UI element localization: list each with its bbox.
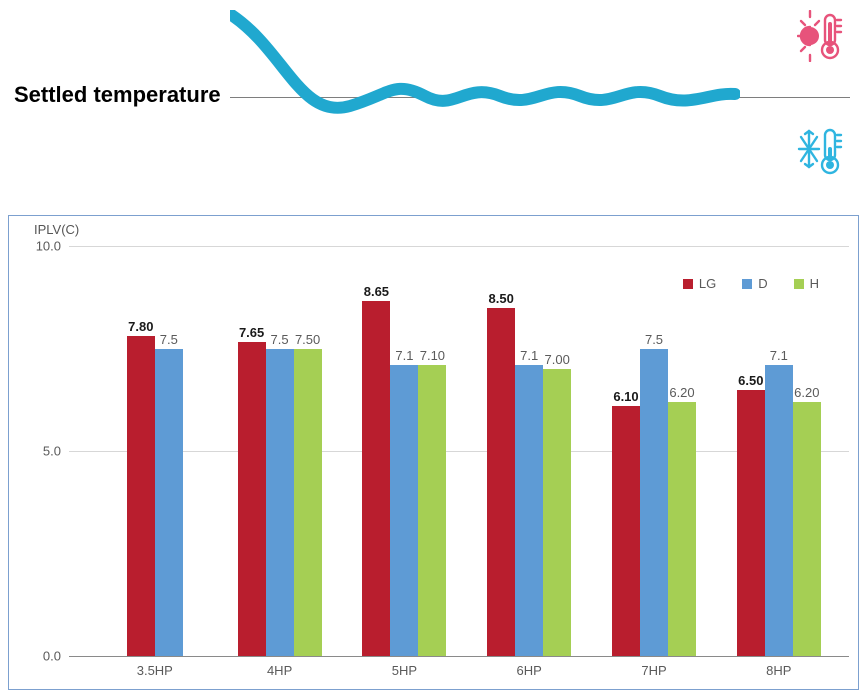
bar-value-label: 7.50 [295,332,320,349]
bar-value-label: 7.10 [420,348,445,365]
legend-swatch [794,279,804,289]
bar-lg: 7.80 [127,336,155,656]
legend-item: H [794,276,819,291]
bar-value-label: 7.65 [239,325,264,342]
header-title: Settled temperature [14,82,221,108]
bar-d: 7.5 [155,349,183,657]
wave-curve-icon [230,10,740,130]
chart-y-label: IPLV(C) [34,222,79,237]
bar-value-label: 6.50 [738,373,763,390]
bar-value-label: 6.20 [794,385,819,402]
chart-gridline [69,246,849,247]
legend-label: LG [699,276,716,291]
bar-d: 7.1 [390,365,418,656]
bar-h: 7.10 [418,365,446,656]
legend-swatch [742,279,752,289]
bar-h: 6.20 [668,402,696,656]
bar-value-label: 7.80 [128,319,153,336]
chart-plot-area: 0.05.010.03.5HP7.807.54HP7.657.57.505HP8… [69,246,849,656]
bar-d: 7.1 [515,365,543,656]
chart-legend: LG D H [683,276,819,291]
x-tick-label: 7HP [641,663,666,678]
bar-value-label: 8.50 [489,291,514,308]
bar-group: 6.107.56.20 [612,349,696,657]
header: Settled temperature [0,0,867,195]
x-tick-label: 6HP [517,663,542,678]
x-tick-label: 4HP [267,663,292,678]
bar-group: 8.657.17.10 [362,301,446,656]
bar-h: 7.50 [294,349,322,657]
y-tick-label: 0.0 [43,649,69,664]
bar-d: 7.5 [266,349,294,657]
x-tick-label: 3.5HP [137,663,173,678]
bar-group: 6.507.16.20 [737,365,821,656]
bar-value-label: 7.5 [271,332,289,349]
bar-value-label: 6.10 [613,389,638,406]
legend-label: D [758,276,767,291]
legend-label: H [810,276,819,291]
legend-item: LG [683,276,716,291]
bar-value-label: 6.20 [669,385,694,402]
bar-lg: 8.65 [362,301,390,656]
bar-h: 6.20 [793,402,821,656]
x-tick-label: 5HP [392,663,417,678]
cold-thermometer-icon [797,125,849,177]
x-tick-label: 8HP [766,663,791,678]
bar-lg: 7.65 [238,342,266,656]
bar-value-label: 7.00 [545,352,570,369]
header-rule [230,97,850,98]
bar-value-label: 7.1 [520,348,538,365]
bar-lg: 6.50 [737,390,765,657]
bar-value-label: 7.1 [770,348,788,365]
legend-swatch [683,279,693,289]
bar-lg: 8.50 [487,308,515,657]
bar-value-label: 7.5 [645,332,663,349]
y-tick-label: 10.0 [36,239,69,254]
bar-lg: 6.10 [612,406,640,656]
chart-baseline [69,656,849,657]
bar-group: 7.807.5 [127,336,183,656]
bar-d: 7.1 [765,365,793,656]
bar-group: 7.657.57.50 [238,342,322,656]
bar-group: 8.507.17.00 [487,308,571,657]
y-tick-label: 5.0 [43,444,69,459]
legend-item: D [742,276,767,291]
hot-thermometer-icon [797,10,849,62]
chart-gridline [69,451,849,452]
bar-d: 7.5 [640,349,668,657]
iplv-chart: IPLV(C) 0.05.010.03.5HP7.807.54HP7.657.5… [8,215,859,690]
bar-value-label: 8.65 [364,284,389,301]
bar-value-label: 7.5 [160,332,178,349]
bar-value-label: 7.1 [395,348,413,365]
bar-h: 7.00 [543,369,571,656]
